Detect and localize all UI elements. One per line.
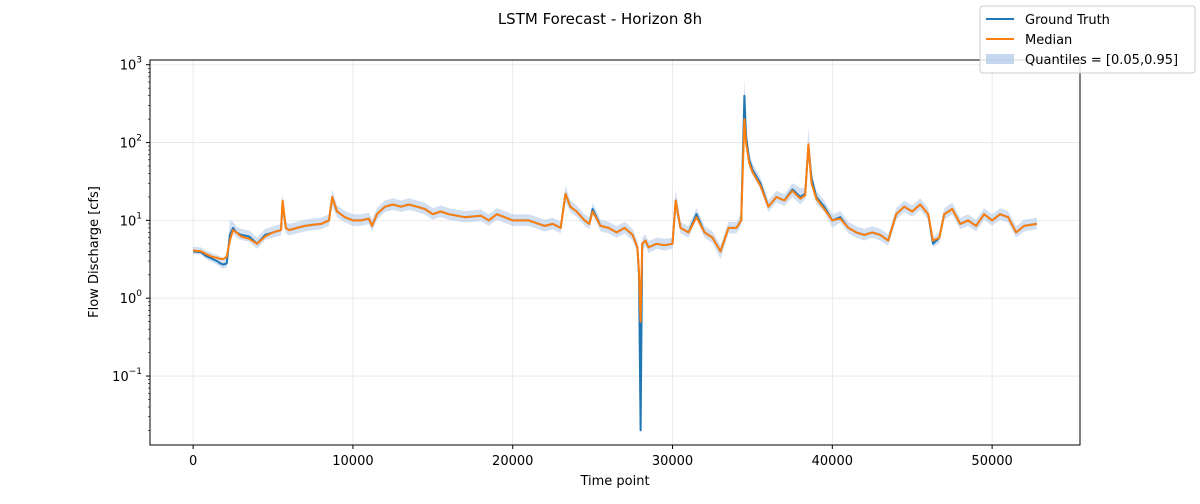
x-tick-label: 20000 xyxy=(492,454,533,469)
x-axis-ticks: 0 10000 20000 30000 40000 50000 xyxy=(189,445,1013,469)
legend-label: Median xyxy=(1025,33,1072,48)
legend-label: Quantiles = [0.05,0.95] xyxy=(1025,53,1178,68)
ground-truth-line xyxy=(193,94,1038,432)
legend-items: Ground Truth Median Quantiles = [0.05,0.95… xyxy=(986,13,1178,68)
y-axis-ticks: 10−1 100 101 102 103 xyxy=(112,56,150,431)
x-tick-label: 50000 xyxy=(971,454,1012,469)
y-tick-label: 103 xyxy=(120,56,142,74)
grid-layer xyxy=(150,60,1080,445)
x-tick-label: 40000 xyxy=(812,454,853,469)
x-tick-label: 10000 xyxy=(332,454,373,469)
y-tick-label: 102 xyxy=(120,134,142,152)
y-tick-label: 101 xyxy=(120,211,142,229)
series-lines-layer xyxy=(192,94,1038,432)
legend-label: Ground Truth xyxy=(1025,13,1110,28)
legend-frame xyxy=(979,5,1196,74)
x-tick-label: 0 xyxy=(189,454,197,469)
y-axis-label: Flow Discharge [cfs] xyxy=(87,186,102,318)
y-tick-label: 10−1 xyxy=(112,367,142,385)
y-tick-label: 100 xyxy=(120,289,143,307)
chart-title: LSTM Forecast - Horizon 8h xyxy=(498,10,702,28)
legend-swatch-band xyxy=(986,54,1014,64)
quantile-band xyxy=(193,76,1037,339)
quantile-band-layer xyxy=(193,76,1037,339)
plot-area-frame xyxy=(149,59,1081,446)
median-line xyxy=(192,118,1038,323)
chart-legend: Ground Truth Median Quantiles = [0.05,0.95… xyxy=(979,5,1196,74)
x-tick-label: 30000 xyxy=(652,454,693,469)
x-axis-label: Time point xyxy=(579,474,649,489)
